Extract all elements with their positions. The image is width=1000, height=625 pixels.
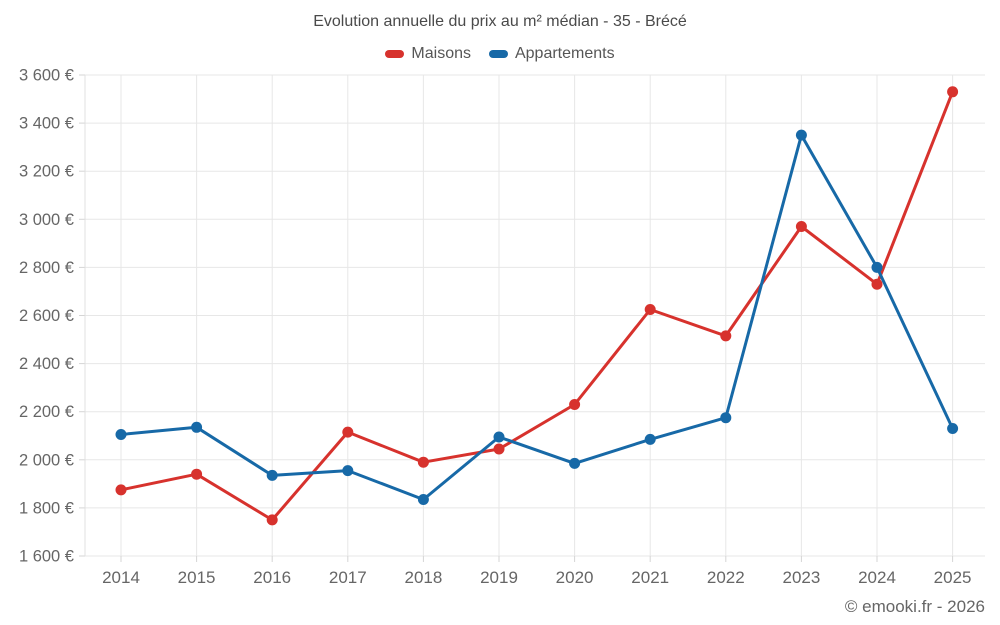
y-axis-label: 1 600 €: [19, 548, 74, 566]
data-point-appartements-2025[interactable]: [947, 423, 959, 434]
chart-legend: Maisons Appartements: [0, 45, 1000, 63]
data-point-appartements-2014[interactable]: [115, 429, 127, 440]
x-axis-label: 2022: [707, 568, 745, 587]
data-point-appartements-2018[interactable]: [417, 494, 429, 505]
x-axis-label: 2025: [934, 568, 972, 587]
y-axis-label: 1 800 €: [19, 499, 74, 517]
data-point-maisons-2022[interactable]: [720, 330, 732, 342]
data-point-maisons-2024[interactable]: [871, 278, 883, 290]
data-point-maisons-2025[interactable]: [947, 86, 959, 98]
y-axis-label: 3 000 €: [19, 211, 74, 229]
x-axis-label: 2016: [253, 568, 291, 587]
watermark: © emooki.fr - 2026: [844, 597, 985, 616]
data-point-appartements-2022[interactable]: [720, 412, 732, 424]
y-axis-label: 2 200 €: [19, 403, 74, 421]
x-axis-label: 2014: [102, 568, 140, 587]
data-point-maisons-2019[interactable]: [493, 443, 505, 455]
data-point-maisons-2017[interactable]: [342, 426, 354, 438]
y-axis-label: 2 000 €: [19, 451, 74, 469]
data-point-maisons-2016[interactable]: [266, 514, 278, 526]
x-axis-label: 2020: [556, 568, 594, 587]
y-axis-label: 3 600 €: [19, 67, 74, 85]
x-axis-label: 2017: [329, 568, 367, 587]
data-point-appartements-2017[interactable]: [342, 465, 354, 477]
x-axis-label: 2018: [404, 568, 442, 587]
x-axis-label: 2015: [178, 568, 216, 587]
legend-item-maisons[interactable]: Maisons: [385, 45, 471, 63]
data-point-appartements-2019[interactable]: [493, 431, 505, 443]
data-point-appartements-2021[interactable]: [644, 433, 656, 445]
data-point-appartements-2020[interactable]: [569, 457, 581, 469]
legend-swatch-maisons: [385, 50, 405, 58]
data-point-maisons-2023[interactable]: [795, 221, 807, 232]
y-axis-label: 3 400 €: [19, 115, 74, 133]
y-axis-label: 2 600 €: [19, 307, 74, 325]
x-axis-label: 2019: [480, 568, 518, 587]
series-line-maisons: [119, 90, 955, 522]
series-line-appartements: [119, 133, 955, 501]
legend-label-maisons: Maisons: [411, 45, 471, 62]
x-axis-label: 2024: [858, 568, 896, 587]
data-point-appartements-2016[interactable]: [266, 469, 278, 481]
legend-item-appartements[interactable]: Appartements: [488, 45, 615, 63]
y-axis-label: 3 200 €: [19, 163, 74, 181]
x-axis-label: 2021: [631, 568, 669, 587]
data-point-maisons-2020[interactable]: [569, 399, 581, 410]
chart-title: Evolution annuelle du prix au m² médian …: [313, 13, 687, 30]
data-point-maisons-2018[interactable]: [417, 456, 429, 468]
data-point-maisons-2014[interactable]: [115, 484, 127, 496]
x-axis-label: 2023: [782, 568, 820, 587]
data-point-appartements-2023[interactable]: [795, 129, 807, 141]
legend-swatch-appartements: [488, 50, 508, 58]
data-point-maisons-2015[interactable]: [191, 468, 203, 480]
data-point-appartements-2015[interactable]: [191, 421, 203, 433]
y-axis-label: 2 400 €: [19, 355, 74, 373]
data-point-maisons-2021[interactable]: [644, 304, 656, 315]
y-axis-label: 2 800 €: [19, 259, 74, 277]
data-point-appartements-2024[interactable]: [871, 261, 883, 273]
legend-label-appartements: Appartements: [514, 45, 615, 62]
